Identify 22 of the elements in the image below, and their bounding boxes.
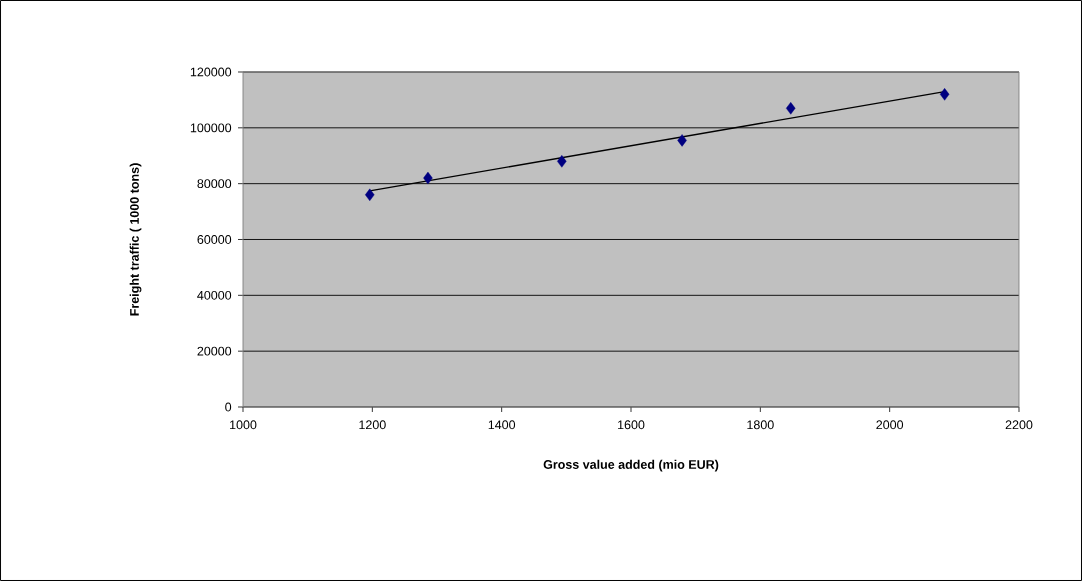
- y-tick-label: 40000: [197, 290, 232, 300]
- y-axis-title: Freight traffic ( 1000 tons): [129, 163, 142, 316]
- x-tick-label: 1200: [359, 420, 386, 430]
- point: [939, 88, 950, 101]
- point: [365, 188, 375, 202]
- y-tick-label: 20000: [197, 346, 232, 356]
- x-tick-label: 2200: [1005, 420, 1033, 430]
- point: [557, 155, 567, 168]
- point: [786, 102, 796, 115]
- x-tick-label: 1800: [747, 420, 774, 430]
- y-tick-label: 120000: [190, 67, 232, 77]
- x-tick-label: 1400: [488, 420, 516, 430]
- point: [677, 134, 687, 147]
- x-axis-title: Gross value added (mio EUR): [543, 459, 719, 472]
- y-tick-label: 100000: [190, 123, 232, 133]
- x-tick-label: 1000: [230, 420, 257, 430]
- y-tick-label: 60000: [197, 235, 232, 244]
- point: [423, 171, 433, 185]
- x-tick-label: 1600: [618, 420, 645, 430]
- x-tick-label: 2000: [876, 420, 904, 430]
- y-tick-label: 80000: [197, 179, 232, 189]
- y-tick-label: 0: [225, 402, 232, 412]
